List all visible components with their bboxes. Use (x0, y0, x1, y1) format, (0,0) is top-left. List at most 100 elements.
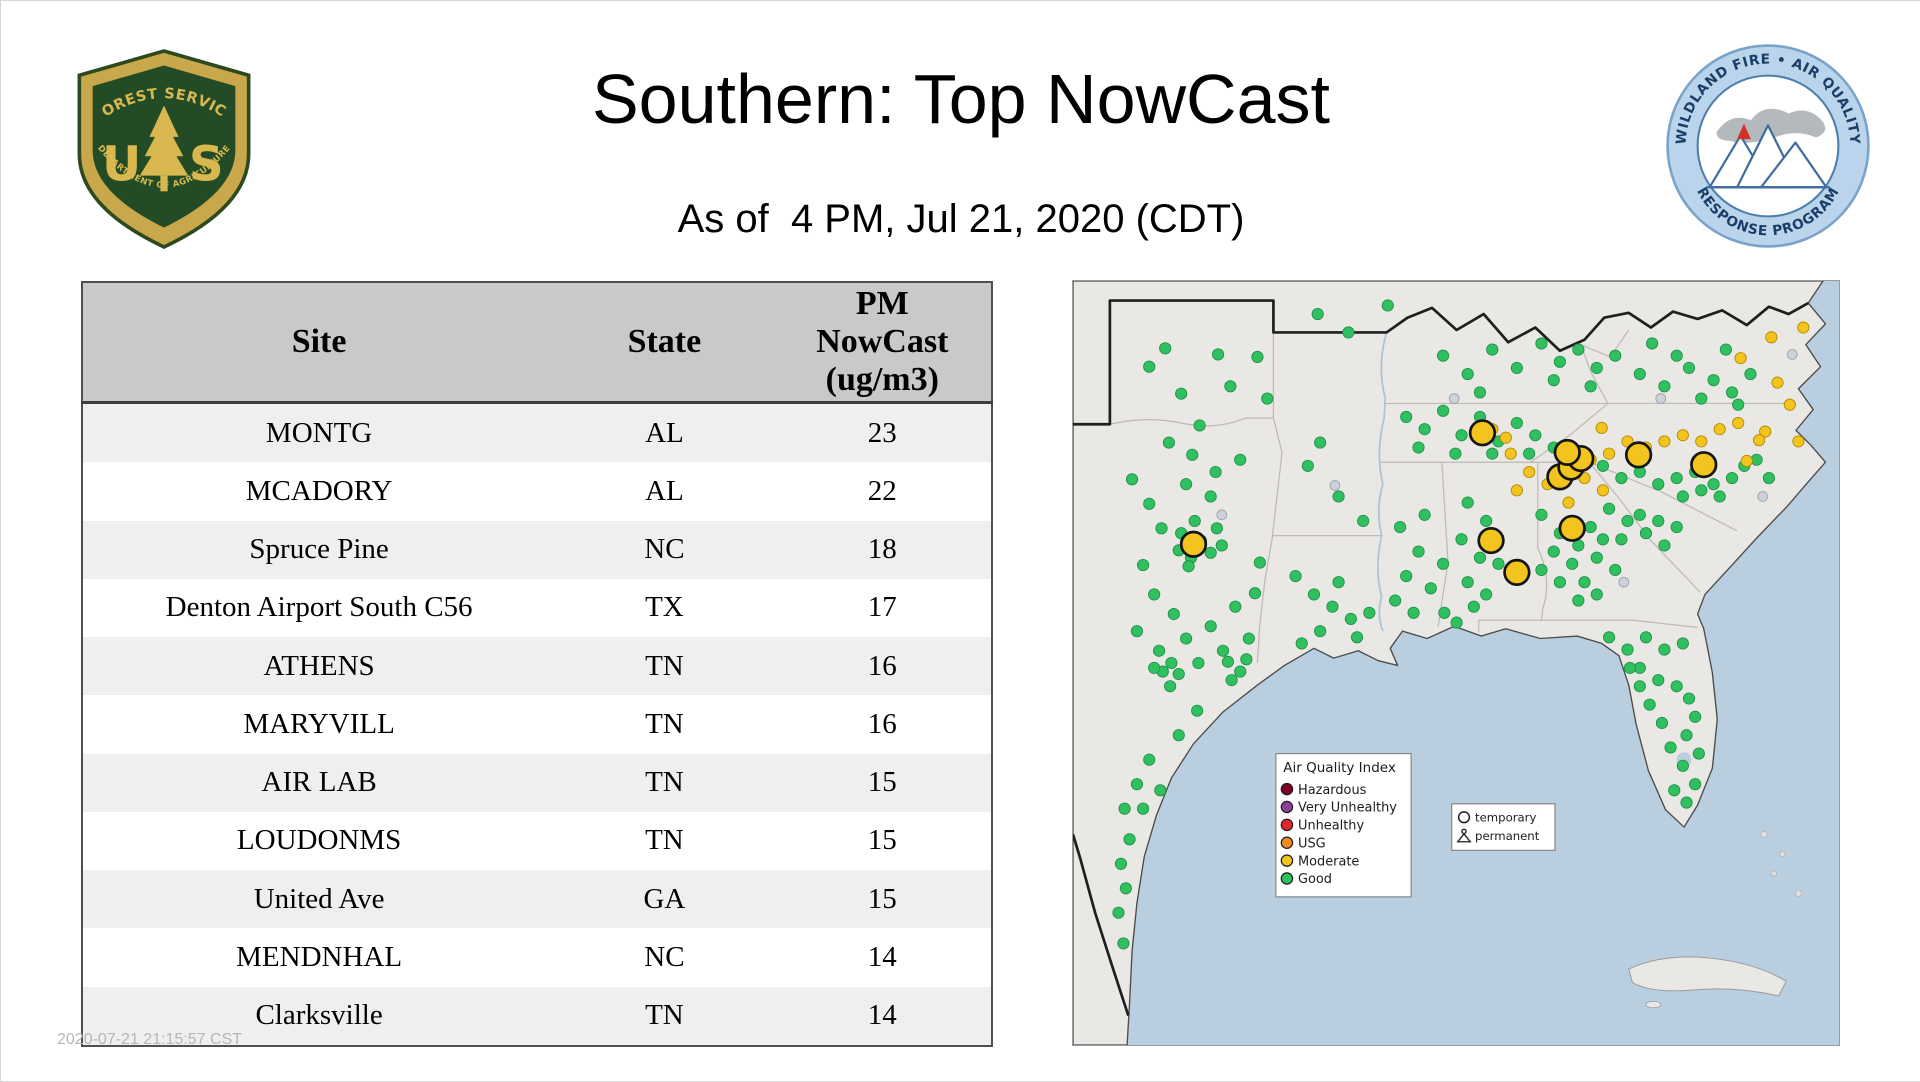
monitor-dot-good (1609, 349, 1622, 362)
monitor-dot-good (1175, 387, 1188, 400)
value-cell: 15 (867, 882, 897, 915)
monitor-dot-good (1670, 472, 1683, 485)
value-cell: 17 (867, 591, 897, 624)
state-cell: TX (645, 591, 684, 624)
monitor-dot-good (1602, 502, 1616, 515)
monitor-dot-good (1547, 545, 1560, 558)
temporary-monitors-layer (1179, 419, 1718, 586)
column-header-pm-nowcast: PM NowCast (ug/m3) (773, 282, 992, 404)
state-cell: AL (645, 474, 684, 507)
monitor-dot-good (1234, 453, 1247, 466)
monitor-dot-good (1707, 478, 1720, 491)
monitor-dot-good (1136, 558, 1150, 572)
monitor-dot-good (1112, 906, 1125, 919)
pine-tree-icon (139, 105, 189, 192)
legend-label: Unhealthy (1298, 819, 1364, 834)
nowcast-table-wrap: Site State PM NowCast (ug/m3) MONTG AL 23 M… (81, 281, 993, 1047)
monitor-dot-good (1143, 360, 1156, 373)
monitor-dot-good (1118, 802, 1131, 815)
monitor-dot-good (1682, 361, 1696, 374)
monitor-dot-good (1689, 710, 1702, 723)
monitor-dot-good (1154, 784, 1167, 797)
monitor-dot-good (1130, 625, 1144, 638)
monitor-dot-good (1492, 557, 1505, 570)
monitor-dot-moderate (1596, 484, 1610, 497)
legend-label: Good (1298, 872, 1332, 887)
mississippi-river (1377, 332, 1388, 632)
cuba-island (1628, 956, 1787, 997)
column-header-site: Site (82, 282, 556, 404)
monitor-dot-good (1357, 514, 1370, 528)
value-cell: 23 (867, 416, 897, 449)
airquality-program-logo: WILDLAND FIRE • AIR QUALITY RESPONSE PRO… (1666, 44, 1870, 248)
small-island (1645, 1001, 1662, 1009)
legend-marker-moderate (1280, 854, 1294, 867)
monitor-dot-moderate (1759, 425, 1772, 438)
table-row: United Ave GA 15 (82, 870, 992, 929)
state-cell: AL (645, 416, 684, 449)
legend-marker-hazardous (1280, 782, 1294, 796)
monitor-dot-moderate (1732, 416, 1745, 430)
monitor-dot-good (1621, 514, 1634, 528)
monitor-dot-inactive (1329, 480, 1341, 491)
legend-marker-very-unhealthy (1280, 800, 1294, 814)
value-cell: 22 (867, 474, 897, 507)
monitor-dot-moderate (1792, 435, 1805, 448)
monitor-dot-good (1553, 576, 1566, 589)
monitor-dot-good (1114, 857, 1128, 870)
aqi-legend-entries: Hazardous Very Unhealthy Unhealthy USG Moder… (1280, 782, 1397, 887)
permanent-marker-label: permanent (1475, 829, 1540, 843)
table-row: Spruce Pine NC 18 (82, 520, 992, 579)
monitor-dot-good (1251, 350, 1264, 363)
monitor-dot-good (1143, 753, 1156, 766)
monitor-dot-good (1165, 656, 1178, 670)
monitor-dot-good (1216, 644, 1230, 657)
column-header-state: State (555, 282, 774, 404)
monitor-dot-good (1590, 551, 1603, 564)
value-cell: 14 (867, 941, 897, 974)
marker-legend-box (1451, 803, 1556, 851)
temporary-monitor-circle (1553, 438, 1581, 467)
legend-label: Moderate (1298, 854, 1359, 869)
table-row: Clarksville TN 14 (82, 986, 992, 1046)
monitor-dot-good (1547, 374, 1560, 387)
site-cell: MCADORY (245, 474, 393, 507)
monitor-dot-good (1602, 631, 1616, 644)
monitor-dot-good (1658, 643, 1671, 656)
monitor-dot-good (1623, 661, 1637, 674)
monitor-dot-good (1242, 632, 1255, 645)
monitor-dot-good (1566, 557, 1579, 570)
site-cell: MONTG (265, 416, 373, 449)
monitor-dot-good (1167, 607, 1180, 621)
monitor-dot-good (1437, 557, 1450, 570)
monitor-dot-good (1670, 680, 1683, 693)
monitor-dot-good (1130, 778, 1144, 791)
monitor-dot-good (1172, 667, 1185, 681)
monitor-dot-good (1424, 582, 1437, 595)
monitor-dot-good (1682, 692, 1696, 705)
monitor-dot-good (1725, 386, 1739, 399)
monitor-dot-good (1732, 398, 1745, 411)
monitor-dot-good (1326, 600, 1339, 613)
monitor-dot-good (1437, 404, 1450, 417)
legend-marker-good (1280, 872, 1294, 885)
monitor-dot-good (1289, 570, 1302, 583)
monitor-dot-good (1162, 436, 1175, 449)
page-title: Southern: Top NowCast (591, 60, 1330, 138)
legend-marker-usg (1280, 836, 1294, 849)
monitor-dot-good (1473, 386, 1487, 399)
monitor-dot-good (1455, 429, 1468, 442)
monitor-dot-good (1155, 522, 1168, 535)
monitor-dot-good (1615, 533, 1628, 546)
monitor-dot-good (1450, 616, 1463, 629)
temporary-monitor-circle (1503, 558, 1531, 586)
region-border (1073, 299, 1809, 426)
monitor-dot-moderate (1676, 429, 1689, 442)
monitor-dot-good (1400, 410, 1413, 423)
temporary-monitor-circle (1624, 441, 1653, 469)
nowcast-table-body: MONTG AL 23 MCADORY AL 22 Spruce Pine NC 18 Dento… (82, 402, 992, 1046)
monitor-dot-good (1643, 698, 1656, 711)
monitor-dot-good (1510, 416, 1523, 430)
forest-service-logo: FOREST SERVICE DEPARTMENT OF AGRICULTURE… (73, 45, 251, 249)
monitor-dot-good (1418, 508, 1431, 521)
